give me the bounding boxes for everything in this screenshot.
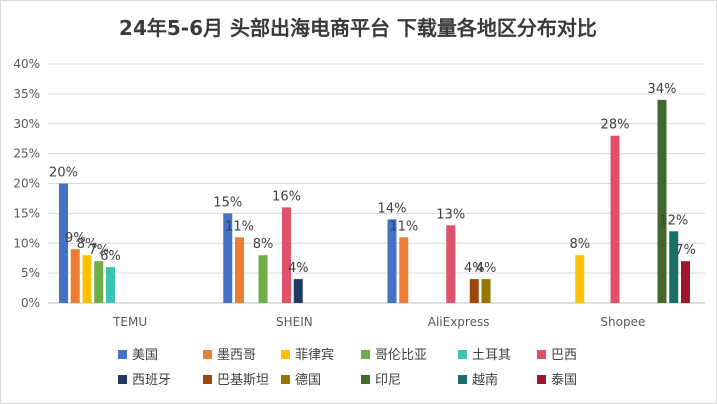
legend-entry: 土耳其 (472, 348, 511, 363)
data-label: 15% (213, 195, 242, 210)
bar (399, 237, 409, 303)
bar (223, 213, 233, 303)
legend-swatch (203, 350, 212, 359)
legend-entry: 菲律宾 (295, 347, 334, 363)
legend-swatch (361, 350, 370, 359)
data-label: 11% (389, 219, 418, 234)
legend-entry: 巴基斯坦 (217, 373, 269, 388)
legend-entry: 德国 (295, 373, 321, 388)
y-tick-label: 25% (13, 147, 40, 161)
bar (59, 183, 68, 303)
bar (70, 249, 80, 303)
x-tick-label: TEMU (112, 315, 147, 329)
data-label: 8% (77, 237, 98, 252)
data-label: 4% (464, 261, 485, 276)
bar (258, 255, 268, 303)
legend-entry: 印尼 (375, 373, 401, 388)
legend-swatch (537, 350, 546, 359)
legend-swatch (118, 375, 127, 384)
data-label: 13% (436, 207, 465, 222)
bar (657, 99, 667, 303)
grid-lines (48, 63, 705, 304)
bar (387, 219, 397, 303)
x-tick-label: AliExpress (428, 315, 490, 329)
bars (59, 99, 690, 303)
bar (235, 237, 244, 303)
bar (282, 207, 291, 303)
bar (94, 261, 104, 303)
data-label: 16% (272, 189, 301, 204)
data-label: 8% (569, 237, 590, 252)
y-tick-label: 5% (21, 266, 40, 280)
data-label: 14% (378, 201, 407, 216)
bar (293, 279, 303, 303)
legend-swatch (281, 350, 290, 359)
legend-swatch (537, 375, 546, 384)
bar (446, 225, 456, 303)
data-label: 34% (648, 82, 677, 97)
legend-swatch (458, 350, 467, 359)
legend-entry: 美国 (132, 348, 158, 363)
legend-swatch (203, 375, 212, 384)
data-label: 28% (601, 118, 630, 133)
chart-title: 24年5-6月 头部出海电商平台 下载量各地区分布对比 (119, 16, 597, 40)
y-tick-label: 35% (13, 87, 40, 101)
y-axis: 0% 5% 10% 15% 20% 25% 30% 35% 40% (13, 57, 40, 310)
x-tick-label: SHEIN (276, 315, 313, 329)
data-label: 12% (659, 213, 688, 228)
bar (106, 267, 115, 303)
y-tick-label: 15% (13, 206, 40, 220)
data-label: 8% (253, 237, 274, 252)
data-labels: 20%9%8%7%6%15%11%8%16%4%14%11%13%4%4%8%2… (49, 82, 696, 276)
bar (82, 255, 92, 303)
data-label: 4% (288, 261, 309, 276)
x-tick-label: Shopee (600, 315, 645, 329)
data-label: 20% (49, 166, 78, 181)
bar (681, 261, 690, 303)
data-label: 11% (225, 219, 254, 234)
x-axis: TEMU SHEIN AliExpress Shopee (112, 315, 645, 329)
y-tick-label: 30% (13, 117, 40, 131)
bar (469, 279, 479, 303)
data-label: 4% (476, 261, 497, 276)
y-tick-label: 40% (13, 57, 40, 71)
bar (481, 279, 491, 303)
data-label: 7% (675, 243, 696, 258)
bar (575, 255, 585, 303)
y-tick-label: 20% (13, 177, 40, 191)
legend-swatch (361, 375, 370, 384)
legend-swatch (458, 375, 467, 384)
legend-swatch (118, 350, 127, 359)
legend-entry: 泰国 (551, 373, 577, 388)
bar (610, 135, 620, 303)
data-label: 6% (100, 249, 121, 264)
data-label: 7% (88, 243, 109, 258)
legend-swatch (281, 375, 290, 384)
y-tick-label: 0% (21, 296, 40, 310)
y-tick-label: 10% (13, 236, 40, 250)
legend-entry: 巴西 (551, 348, 577, 363)
bar (669, 231, 679, 303)
data-label: 9% (65, 231, 86, 246)
legend-entry: 越南 (472, 372, 498, 388)
legend-entry: 西班牙 (132, 373, 171, 388)
legend-entry: 哥伦比亚 (375, 348, 427, 363)
legend-entry: 墨西哥 (217, 348, 256, 363)
